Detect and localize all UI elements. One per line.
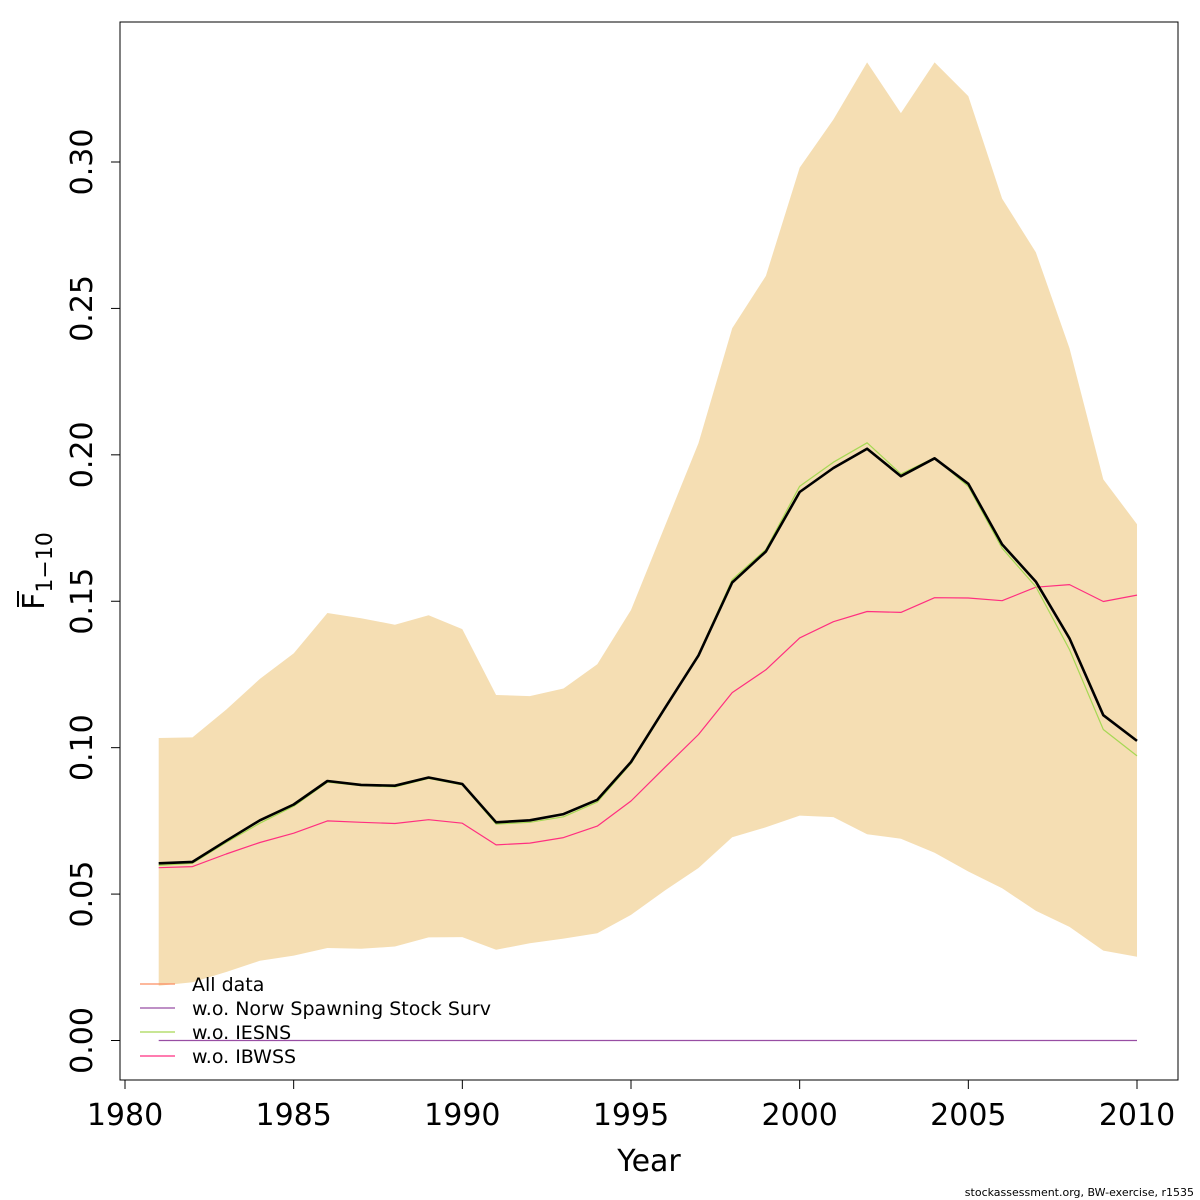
svg-text:F1−10: F1−10 <box>17 532 58 610</box>
x-tick-label: 1995 <box>593 1098 669 1133</box>
series-line-w-o-ibwss <box>158 583 1138 869</box>
y-tick-label: 0.30 <box>65 129 100 196</box>
x-axis: 1980 1985 1990 1995 2000 2005 2010 <box>87 1079 1175 1133</box>
confidence-band <box>158 62 1137 986</box>
confidence-band-layer <box>158 62 1137 986</box>
y-axis-title-subscript: 1−10 <box>33 532 58 592</box>
x-tick-label: 1990 <box>424 1098 500 1133</box>
legend-label: All data <box>192 974 264 996</box>
x-tick-label: 2005 <box>930 1098 1006 1133</box>
y-tick-label: 0.15 <box>65 568 100 635</box>
y-tick-label: 0.10 <box>65 714 100 781</box>
legend-label: w.o. IESNS <box>192 1022 291 1044</box>
y-axis: 0.00 0.05 0.10 0.15 0.20 0.25 0.30 <box>65 129 121 1074</box>
legend-label: w.o. IBWSS <box>192 1046 296 1068</box>
series-line-all-data <box>158 447 1138 865</box>
footer-credit: stockassessment.org, BW-exercise, r1535 <box>965 1186 1194 1199</box>
x-tick-label: 2000 <box>761 1098 837 1133</box>
series-layer <box>158 442 1138 1042</box>
y-tick-label: 0.05 <box>65 861 100 928</box>
y-axis-title: F1−10 <box>17 532 58 610</box>
x-axis-title: Year <box>616 1144 681 1179</box>
y-tick-label: 0.00 <box>65 1007 100 1074</box>
legend-label: w.o. Norw Spawning Stock Surv <box>192 998 491 1020</box>
x-tick-label: 2010 <box>1099 1098 1175 1133</box>
x-tick-label: 1985 <box>255 1098 331 1133</box>
y-tick-label: 0.25 <box>65 275 100 342</box>
x-tick-label: 1980 <box>87 1098 163 1133</box>
y-tick-label: 0.20 <box>65 421 100 488</box>
y-axis-title-main: F <box>17 593 52 610</box>
